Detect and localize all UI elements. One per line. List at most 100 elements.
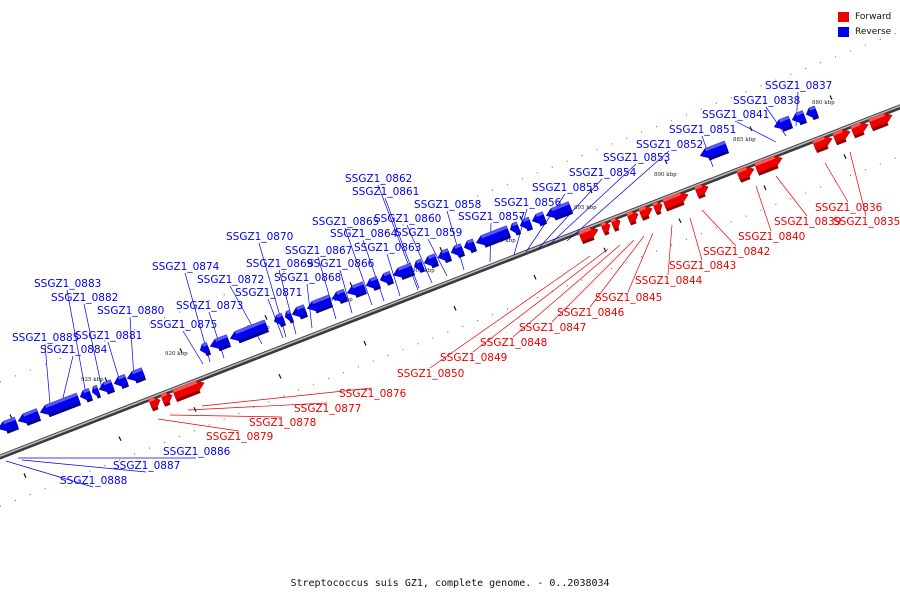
gene-label-SSGZ1_0877[interactable]: SSGZ1_0877: [294, 403, 361, 415]
gene-arrow-SSGZ1_0875[interactable]: [199, 342, 212, 357]
gene-arrow-SSGZ1_0841[interactable]: [773, 115, 794, 132]
gene-arrow-SSGZ1_0873[interactable]: [229, 319, 270, 344]
gene-label-SSGZ1_0837[interactable]: SSGZ1_0837: [765, 80, 832, 92]
gene-label-SSGZ1_0882[interactable]: SSGZ1_0882: [51, 292, 118, 304]
gene-label-SSGZ1_0849[interactable]: SSGZ1_0849: [440, 352, 507, 364]
gene-arrow-SSGZ1_0864[interactable]: [392, 262, 416, 280]
gene-label-SSGZ1_0878[interactable]: SSGZ1_0878: [249, 417, 316, 429]
gene-label-SSGZ1_0842[interactable]: SSGZ1_0842: [703, 246, 770, 258]
gene-arrow-fwd-12[interactable]: [754, 155, 783, 176]
gene-arrow-SSGZ1_0871[interactable]: [284, 309, 295, 324]
gene-label-SSGZ1_0861[interactable]: SSGZ1_0861: [352, 186, 419, 198]
gene-label-SSGZ1_0868[interactable]: SSGZ1_0868: [274, 272, 341, 284]
gene-label-SSGZ1_0876[interactable]: SSGZ1_0876: [339, 388, 407, 400]
gene-arrow-SSGZ1_0858[interactable]: [475, 225, 512, 248]
gene-arrow-SSGZ1_0880b[interactable]: [126, 367, 147, 384]
gene-label-SSGZ1_0851[interactable]: SSGZ1_0851: [669, 124, 736, 136]
gene-label-SSGZ1_0852[interactable]: SSGZ1_0852: [636, 139, 703, 151]
gene-label-SSGZ1_0847[interactable]: SSGZ1_0847: [519, 322, 586, 334]
gene-arrow-SSGZ1_0857[interactable]: [509, 221, 522, 236]
gene-label-SSGZ1_0854[interactable]: SSGZ1_0854: [569, 167, 637, 179]
gene-label-SSGZ1_0846[interactable]: SSGZ1_0846: [557, 307, 625, 319]
gene-label-SSGZ1_0855[interactable]: SSGZ1_0855: [532, 182, 599, 194]
gene-arrow-fwd-3[interactable]: [578, 227, 599, 245]
gene-label-SSGZ1_0865[interactable]: SSGZ1_0865: [312, 216, 379, 228]
gene-arrow-SSGZ1_0838[interactable]: [791, 110, 808, 126]
gene-label-SSGZ1_0873[interactable]: SSGZ1_0873: [176, 300, 243, 312]
gene-arrow-fwd-8[interactable]: [652, 201, 663, 216]
gene-label-SSGZ1_0845[interactable]: SSGZ1_0845: [595, 292, 662, 304]
gene-label-SSGZ1_0839[interactable]: SSGZ1_0839: [774, 216, 841, 228]
gene-arrow-fwd-1[interactable]: [160, 392, 173, 407]
gene-label-SSGZ1_0867[interactable]: SSGZ1_0867: [285, 245, 352, 257]
gene-arrow-SSGZ1_0855[interactable]: [531, 211, 548, 227]
gene-arrow-fwd-9[interactable]: [662, 192, 689, 212]
gene-label-SSGZ1_0881[interactable]: SSGZ1_0881: [75, 330, 142, 342]
gene-arrow-SSGZ1_0859[interactable]: [463, 238, 478, 254]
gene-arrow-SSGZ1_0865[interactable]: [379, 270, 395, 286]
gene-arrow-fwd-5[interactable]: [610, 217, 621, 232]
gene-arrow-SSGZ1_0874[interactable]: [209, 334, 232, 352]
gene-label-SSGZ1_0879[interactable]: SSGZ1_0879: [206, 431, 273, 443]
gene-label-SSGZ1_0843[interactable]: SSGZ1_0843: [669, 260, 736, 272]
gene-arrow-SSGZ1_0867[interactable]: [346, 281, 368, 298]
gene-label-SSGZ1_0887[interactable]: SSGZ1_0887: [113, 460, 180, 472]
gene-arrow-SSGZ1_0866[interactable]: [365, 275, 382, 291]
gene-label-SSGZ1_0856[interactable]: SSGZ1_0856: [494, 197, 562, 209]
gene-arrow-SSGZ1_0872[interactable]: [273, 312, 287, 328]
gene-label-SSGZ1_0858[interactable]: SSGZ1_0858: [414, 199, 481, 211]
gene-label-SSGZ1_0870[interactable]: SSGZ1_0870: [226, 231, 293, 243]
gene-arrow-SSGZ1_0863[interactable]: [413, 258, 426, 273]
gene-arrow-fwd-7[interactable]: [638, 205, 653, 221]
gene-arrow-fwd-14[interactable]: [832, 129, 851, 146]
gene-label-SSGZ1_0872[interactable]: SSGZ1_0872: [197, 274, 264, 286]
gene-label-SSGZ1_0862[interactable]: SSGZ1_0862: [345, 173, 412, 185]
gene-label-SSGZ1_0884[interactable]: SSGZ1_0884: [40, 344, 108, 356]
gene-arrow-SSGZ1_0860[interactable]: [450, 243, 466, 258]
gene-arrow-fwd-4[interactable]: [600, 221, 611, 236]
gene-label-SSGZ1_0885[interactable]: SSGZ1_0885: [12, 332, 79, 344]
gene-arrow-SSGZ1_0837[interactable]: [805, 105, 820, 121]
gene-label-SSGZ1_0866[interactable]: SSGZ1_0866: [307, 258, 375, 270]
gene-label-SSGZ1_0883[interactable]: SSGZ1_0883: [34, 278, 101, 290]
gene-label-SSGZ1_0871[interactable]: SSGZ1_0871: [235, 287, 302, 299]
gene-label-SSGZ1_0844[interactable]: SSGZ1_0844: [635, 275, 703, 287]
gene-arrow-fwd-11[interactable]: [736, 166, 755, 183]
gene-label-SSGZ1_0840[interactable]: SSGZ1_0840: [738, 231, 805, 243]
gene-label-SSGZ1_0836[interactable]: SSGZ1_0836: [815, 202, 883, 214]
gene-arrow-SSGZ1_0883[interactable]: [79, 387, 94, 403]
gene-arrow-SSGZ1_0880[interactable]: [113, 373, 130, 389]
gene-arrow-SSGZ1_0888[interactable]: [0, 416, 20, 434]
gene-label-SSGZ1_0863[interactable]: SSGZ1_0863: [354, 242, 421, 254]
gene-arrow-fwd-15[interactable]: [850, 122, 869, 139]
gene-label-SSGZ1_0869[interactable]: SSGZ1_0869: [246, 258, 313, 270]
gene-label-SSGZ1_0850[interactable]: SSGZ1_0850: [397, 368, 464, 380]
gene-label-SSGZ1_0860[interactable]: SSGZ1_0860: [374, 213, 441, 225]
gene-arrow-SSGZ1_0881[interactable]: [98, 379, 116, 395]
gene-label-SSGZ1_0853[interactable]: SSGZ1_0853: [603, 152, 670, 164]
gene-arrow-SSGZ1_0884[interactable]: [39, 392, 82, 418]
gene-label-SSGZ1_0880[interactable]: SSGZ1_0880: [97, 305, 164, 317]
gene-label-SSGZ1_0848[interactable]: SSGZ1_0848: [480, 337, 547, 349]
gene-label-SSGZ1_0864[interactable]: SSGZ1_0864: [330, 228, 398, 240]
gene-label-SSGZ1_0875[interactable]: SSGZ1_0875: [150, 319, 217, 331]
gene-arrow-fwd-13[interactable]: [812, 136, 833, 154]
gene-label-SSGZ1_0838[interactable]: SSGZ1_0838: [733, 95, 800, 107]
gene-arrow-SSGZ1_0854[interactable]: [545, 201, 574, 221]
gene-label-SSGZ1_0859[interactable]: SSGZ1_0859: [395, 227, 462, 239]
gene-arrow-SSGZ1_0885[interactable]: [17, 408, 42, 426]
gene-arrow-SSGZ1_0861[interactable]: [437, 248, 453, 264]
gene-arrow-SSGZ1_0869[interactable]: [291, 304, 309, 320]
gene-arrow-SSGZ1_0851[interactable]: [699, 140, 730, 161]
gene-label-SSGZ1_0835[interactable]: SSGZ1_0835: [833, 216, 900, 228]
gene-arrow-SSGZ1_0856[interactable]: [519, 216, 534, 232]
gene-label-SSGZ1_0886[interactable]: SSGZ1_0886: [163, 446, 231, 458]
gene-label-SSGZ1_0857[interactable]: SSGZ1_0857: [458, 211, 525, 223]
gene-arrow-fwd-0[interactable]: [148, 396, 161, 412]
gene-arrow-SSGZ1_0870[interactable]: [306, 294, 334, 314]
gene-arrow-fwd-10[interactable]: [694, 184, 709, 199]
gene-label-SSGZ1_0874[interactable]: SSGZ1_0874: [152, 261, 220, 273]
gene-arrow-SSGZ1_0868[interactable]: [331, 288, 349, 304]
gene-arrow-fwd-16[interactable]: [868, 112, 893, 132]
gene-label-SSGZ1_0888[interactable]: SSGZ1_0888: [60, 475, 127, 487]
